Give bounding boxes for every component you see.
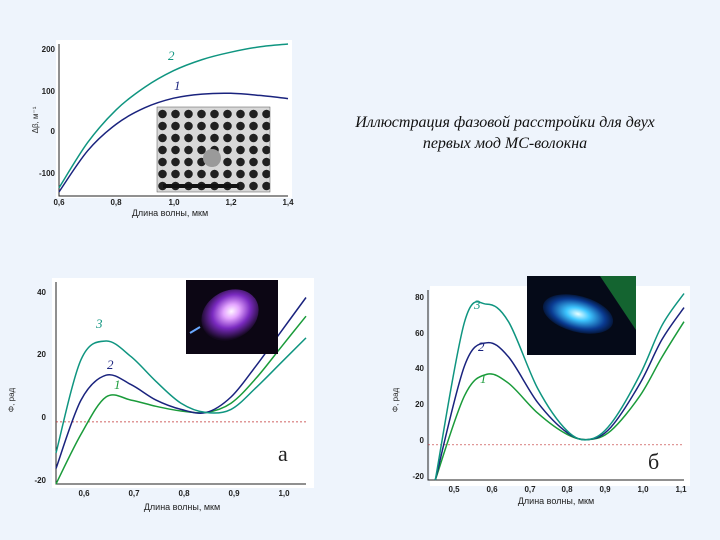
top-series-2-line <box>58 43 289 189</box>
a-ytick-minus20: -20 <box>34 476 46 485</box>
top-series-2-label: 2 <box>168 48 175 63</box>
caption-line-1: Иллюстрация фазовой расстройки для двух <box>355 114 655 131</box>
top-y-label: Δβ, м⁻¹ <box>31 106 40 133</box>
chart-a-y-axis-label: Φ, рад <box>7 387 16 412</box>
a-xtick-1-0: 1,0 <box>278 489 290 498</box>
b-ytick-80: 80 <box>415 293 424 302</box>
chart-a-series-1-line <box>55 315 307 485</box>
purple-mode-glow <box>201 289 259 341</box>
chart-a-series-2-label: 2 <box>107 357 114 372</box>
b-ytick-40: 40 <box>415 364 424 373</box>
chart-b-series-1-label: 1 <box>480 371 487 386</box>
b-xtick-0-9: 0,9 <box>599 485 611 494</box>
chart-b-series-2-label: 2 <box>478 339 485 354</box>
b-xtick-1-1: 1,1 <box>675 485 687 494</box>
top-series-1-line <box>58 92 289 193</box>
chart-b-series-3-line <box>434 293 685 481</box>
top-x-ticks: 0,6 0,8 1,0 1,2 1,4 <box>53 198 294 207</box>
chart-b-y-axis-label: Φ, рад <box>391 387 400 412</box>
chart-a-series-1-label: 1 <box>114 377 121 392</box>
chart-a-y-ticks: 40 20 0 -20 <box>34 288 46 485</box>
pcf-scale-bar <box>163 184 239 188</box>
pcf-cross-section-image <box>156 106 271 193</box>
chart-a-series-2-line <box>55 297 307 469</box>
b-ytick-60: 60 <box>415 329 424 338</box>
a-ytick-0: 0 <box>42 413 47 422</box>
top-x-axis-label: Длина волны, мкм <box>132 208 208 218</box>
chart-a-series-3-line <box>55 337 307 454</box>
blue-mode-green-flare <box>600 276 636 330</box>
caption-line-2: первых мод МС-волокна <box>422 135 588 152</box>
a-ytick-20: 20 <box>37 350 46 359</box>
a-xtick-0-7: 0,7 <box>128 489 140 498</box>
a-xtick-0-9: 0,9 <box>228 489 240 498</box>
chart-a: Φ, рад Длина волны, мкм 40 20 0 -20 0,6 … <box>7 280 307 512</box>
b-ytick-0: 0 <box>420 436 425 445</box>
chart-b: Φ, рад Длина волны, мкм 80 60 40 20 0 -2… <box>391 276 687 506</box>
chart-b-series-3-label: 3 <box>473 297 481 312</box>
chart-b-panel-label: б <box>648 449 659 474</box>
a-ytick-40: 40 <box>37 288 46 297</box>
chart-b-x-ticks: 0,5 0,6 0,7 0,8 0,9 1,0 1,1 <box>448 485 687 494</box>
a-xtick-0-8: 0,8 <box>178 489 190 498</box>
chart-a-panel-label: а <box>278 441 288 466</box>
top-y-ticks: 200 100 0 -100 <box>39 45 56 178</box>
purple-mode-spot <box>189 326 201 334</box>
chart-b-x-axis-label: Длина волны, мкм <box>518 496 594 506</box>
top-ytick-100: 100 <box>42 87 56 96</box>
chart-a-y-label: Φ, рад <box>7 387 16 412</box>
chart-a-x-axis-label: Длина волны, мкм <box>144 502 220 512</box>
top-y-axis-label: Δβ, м⁻¹ <box>31 106 40 133</box>
chart-b-axes <box>427 290 684 481</box>
top-xtick-1-2: 1,2 <box>225 198 237 207</box>
b-ytick-minus20: -20 <box>412 472 424 481</box>
top-chart: Δβ, м⁻¹ Длина волны, мкм 200 100 0 -100 … <box>31 43 294 218</box>
top-ytick-minus100: -100 <box>39 169 56 178</box>
b-xtick-0-7: 0,7 <box>524 485 536 494</box>
top-xtick-1-0: 1,0 <box>168 198 180 207</box>
b-xtick-0-6: 0,6 <box>486 485 498 494</box>
top-xtick-0-6: 0,6 <box>53 198 65 207</box>
top-series-1-label: 1 <box>174 78 181 93</box>
chart-a-x-ticks: 0,6 0,7 0,8 0,9 1,0 <box>78 489 290 498</box>
top-ytick-0: 0 <box>51 127 56 136</box>
b-ytick-20: 20 <box>415 400 424 409</box>
chart-a-series-3-label: 3 <box>95 316 103 331</box>
top-xtick-1-4: 1,4 <box>282 198 294 207</box>
purple-mode-image <box>186 280 278 354</box>
slide-caption: Иллюстрация фазовой расстройки для двух … <box>300 112 710 154</box>
b-xtick-0-5: 0,5 <box>448 485 460 494</box>
chart-b-y-ticks: 80 60 40 20 0 -20 <box>412 293 424 481</box>
b-xtick-0-8: 0,8 <box>561 485 573 494</box>
top-xtick-0-8: 0,8 <box>110 198 122 207</box>
a-xtick-0-6: 0,6 <box>78 489 90 498</box>
blue-mode-glow <box>542 294 614 334</box>
top-axes <box>58 44 288 197</box>
blue-mode-image <box>527 276 636 355</box>
top-ytick-200: 200 <box>42 45 56 54</box>
chart-b-series-2-line <box>434 307 685 481</box>
b-xtick-1-0: 1,0 <box>637 485 649 494</box>
chart-b-series-1-line <box>434 321 685 481</box>
chart-b-y-label: Φ, рад <box>391 387 400 412</box>
pcf-solid-core <box>203 149 221 167</box>
